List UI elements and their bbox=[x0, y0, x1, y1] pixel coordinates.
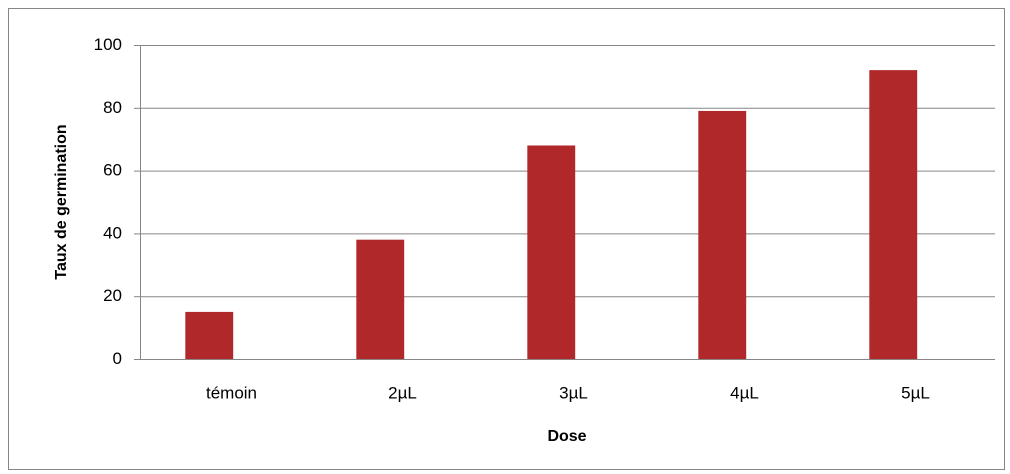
x-tick-label: 3µL bbox=[559, 383, 588, 402]
bar bbox=[869, 70, 918, 360]
y-tick-label: 60 bbox=[103, 161, 122, 180]
bar bbox=[185, 311, 234, 359]
bar bbox=[527, 145, 576, 359]
chart-border bbox=[8, 8, 1005, 470]
y-axis-title: Taux de germination bbox=[53, 124, 70, 279]
y-tick-label: 20 bbox=[103, 286, 122, 305]
x-tick-label: 2µL bbox=[388, 383, 417, 402]
x-tick-label: 4µL bbox=[730, 383, 759, 402]
y-tick-label: 40 bbox=[103, 223, 122, 242]
y-tick-label: 0 bbox=[113, 349, 122, 368]
x-axis-title: Dose bbox=[547, 428, 586, 445]
y-tick-label: 80 bbox=[103, 98, 122, 117]
bar bbox=[698, 110, 747, 359]
x-tick-label: témoin bbox=[206, 383, 257, 402]
y-tick-label: 100 bbox=[94, 35, 122, 54]
x-tick-label: 5µL bbox=[901, 383, 930, 402]
bar bbox=[356, 239, 405, 359]
